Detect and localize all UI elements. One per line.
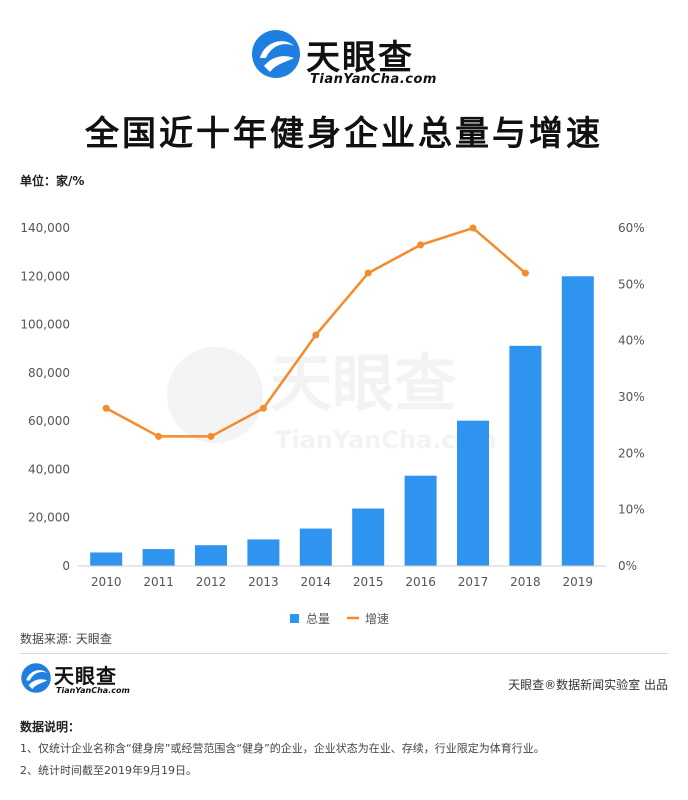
brand-domain: TianYanCha.com [310, 72, 437, 87]
left-axis-tick-label: 80,000 [28, 366, 70, 380]
data-source: 数据来源: 天眼查 [20, 632, 112, 646]
notes-title: 数据说明： [20, 720, 81, 734]
left-axis-tick-label: 40,000 [28, 462, 70, 476]
legend-swatch-total [290, 614, 299, 623]
watermark-brand: 天眼查 [270, 347, 456, 420]
chart: 天眼查 TianYanCha.com 0 20,000 40,000 60,000 80… [20, 221, 645, 626]
legend-label-growth: 增速 [365, 612, 389, 626]
x-axis-tick-label: 2019 [563, 575, 594, 589]
credit: 天眼查®数据新闻实验室 出品 [508, 678, 668, 692]
legend: 总量 增速 [290, 612, 389, 626]
legend-label-total: 总量 [306, 612, 330, 626]
x-axis-tick-label: 2014 [301, 575, 332, 589]
left-axis-tick-label: 0 [62, 559, 70, 573]
x-axis-tick-label: 2012 [196, 575, 227, 589]
bar-total [142, 549, 175, 566]
growth-point [417, 241, 425, 249]
left-axis-tick-label: 20,000 [28, 511, 70, 525]
left-axis-tick-label: 140,000 [20, 221, 70, 235]
bar-total [352, 508, 385, 566]
brand-footer-domain: TianYanCha.com [56, 686, 130, 695]
growth-point [469, 224, 477, 232]
unit-label: 单位：家/% [20, 174, 85, 188]
x-axis-tick-label: 2015 [353, 575, 384, 589]
bar-total [247, 539, 280, 566]
left-axis-tick-label: 60,000 [28, 414, 70, 428]
growth-point [521, 269, 529, 277]
note-item: 2、统计时间截至2019年9月19日。 [20, 764, 197, 777]
growth-point [155, 432, 163, 440]
brand-name: 天眼查 [306, 38, 414, 78]
bar-total [90, 552, 123, 566]
divider [20, 653, 668, 654]
bar-total [509, 345, 542, 566]
note-item: 1、仅统计企业名称含“健身房”或经营范围含“健身”的企业，企业状态为在业、存续，… [20, 742, 545, 755]
right-axis-tick-label: 10% [618, 503, 645, 517]
right-axis-tick-label: 40% [618, 334, 645, 348]
growth-point [312, 331, 320, 339]
growth-point [259, 404, 267, 412]
right-axis-tick-label: 60% [618, 221, 645, 235]
x-axis-tick-label: 2016 [405, 575, 436, 589]
brand-footer: 天眼查 TianYanCha.com [20, 660, 160, 700]
bar-total [195, 545, 227, 566]
bar-total [299, 528, 332, 566]
x-axis-tick-label: 2011 [143, 575, 174, 589]
brand-header: 天眼查 TianYanCha.com [250, 28, 450, 92]
bar-total [561, 276, 594, 566]
x-axis-tick-label: 2013 [248, 575, 279, 589]
growth-point [364, 269, 372, 277]
right-axis-tick-label: 20% [618, 446, 645, 460]
x-axis-tick-label: 2018 [510, 575, 541, 589]
watermark: 天眼查 TianYanCha.com [167, 347, 497, 454]
tianyancha-logo-small-icon [21, 663, 51, 693]
bar-total [457, 420, 489, 566]
brand-footer-name: 天眼查 [54, 664, 117, 688]
tianyancha-logo-icon [252, 30, 300, 78]
x-axis-tick-label: 2010 [91, 575, 122, 589]
growth-point [207, 432, 215, 440]
right-axis-tick-label: 0% [618, 559, 637, 573]
right-axis-tick-label: 50% [618, 277, 645, 291]
x-axis-tick-label: 2017 [458, 575, 489, 589]
left-axis-tick-label: 120,000 [20, 269, 70, 283]
growth-point [102, 404, 110, 412]
left-axis-tick-label: 100,000 [20, 318, 70, 332]
page-title: 全国近十年健身企业总量与增速 [85, 114, 603, 154]
right-axis-tick-label: 30% [618, 390, 645, 404]
bar-total [404, 475, 437, 566]
